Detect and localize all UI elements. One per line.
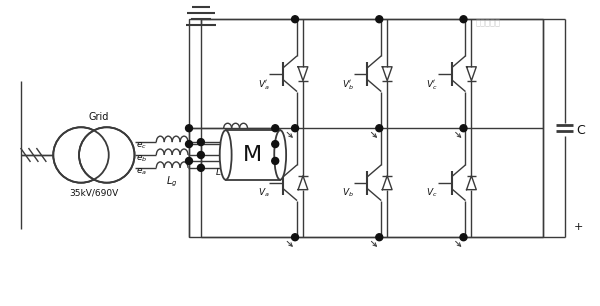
Text: $V_a^{\prime}$: $V_a^{\prime}$ <box>257 79 269 92</box>
Text: $e_c$: $e_c$ <box>136 141 148 151</box>
Text: 国际能源网: 国际能源网 <box>476 19 501 28</box>
Circle shape <box>376 125 383 132</box>
Circle shape <box>185 158 193 164</box>
Text: $V_c^{\prime}$: $V_c^{\prime}$ <box>426 79 437 92</box>
Bar <box>81 128 107 182</box>
Ellipse shape <box>274 130 286 180</box>
Text: M: M <box>244 145 262 165</box>
Circle shape <box>292 234 299 241</box>
Text: $V_a$: $V_a$ <box>257 186 269 199</box>
Bar <box>226 130 280 180</box>
Circle shape <box>292 16 299 23</box>
Circle shape <box>376 16 383 23</box>
Circle shape <box>292 125 299 132</box>
Text: $L_g$: $L_g$ <box>166 174 178 189</box>
Bar <box>189 19 543 237</box>
Circle shape <box>197 164 205 171</box>
Text: $V_b$: $V_b$ <box>341 186 353 199</box>
Ellipse shape <box>220 130 232 180</box>
Text: $V_c$: $V_c$ <box>426 186 437 199</box>
Text: 35kV/690V: 35kV/690V <box>69 188 119 197</box>
Circle shape <box>272 141 278 147</box>
Circle shape <box>272 158 278 164</box>
Text: $e_b$: $e_b$ <box>136 154 148 164</box>
Circle shape <box>460 234 467 241</box>
Circle shape <box>185 125 193 132</box>
Circle shape <box>460 125 467 132</box>
Circle shape <box>197 151 205 159</box>
Circle shape <box>53 127 109 183</box>
Text: $L_1$: $L_1$ <box>215 166 226 179</box>
Circle shape <box>376 234 383 241</box>
Circle shape <box>79 127 134 183</box>
Circle shape <box>197 139 205 146</box>
Circle shape <box>272 125 278 132</box>
Circle shape <box>460 16 467 23</box>
Circle shape <box>185 141 193 147</box>
Text: $V_b^{\prime}$: $V_b^{\prime}$ <box>341 79 353 92</box>
Text: C: C <box>576 124 585 137</box>
Text: Grid: Grid <box>89 112 109 122</box>
Text: +: + <box>574 222 583 232</box>
Text: $e_a$: $e_a$ <box>136 166 148 177</box>
